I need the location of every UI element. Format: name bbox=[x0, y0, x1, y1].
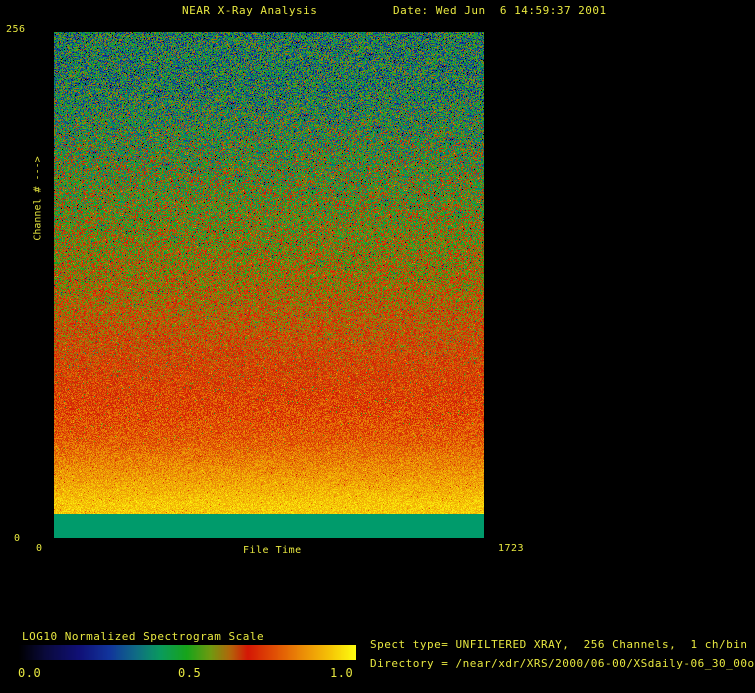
spect-type-info: Spect type= UNFILTERED XRAY, 256 Channel… bbox=[370, 638, 748, 651]
y-axis-max-tick: 256 bbox=[6, 24, 26, 35]
spectrogram-plot bbox=[54, 32, 484, 538]
colorbar bbox=[18, 645, 356, 660]
x-axis-label: File Time bbox=[243, 545, 302, 556]
colorbar-title: LOG10 Normalized Spectrogram Scale bbox=[22, 630, 265, 643]
date-stamp: Date: Wed Jun 6 14:59:37 2001 bbox=[393, 4, 607, 17]
colorbar-tick-mid: 0.5 bbox=[178, 666, 202, 680]
y-axis-min-tick: 0 bbox=[14, 533, 21, 544]
colorbar-tick-min: 0.0 bbox=[18, 666, 42, 680]
directory-info: Directory = /near/xdr/XRS/2000/06-00/XSd… bbox=[370, 657, 755, 670]
spectrogram-canvas bbox=[54, 32, 484, 538]
y-axis-label: Channel # ---> bbox=[32, 156, 44, 241]
x-axis-min-tick: 0 bbox=[36, 543, 43, 554]
x-axis-max-tick: 1723 bbox=[498, 543, 525, 554]
colorbar-canvas bbox=[18, 645, 356, 660]
colorbar-tick-max: 1.0 bbox=[330, 666, 354, 680]
page-title: NEAR X-Ray Analysis bbox=[182, 4, 318, 17]
